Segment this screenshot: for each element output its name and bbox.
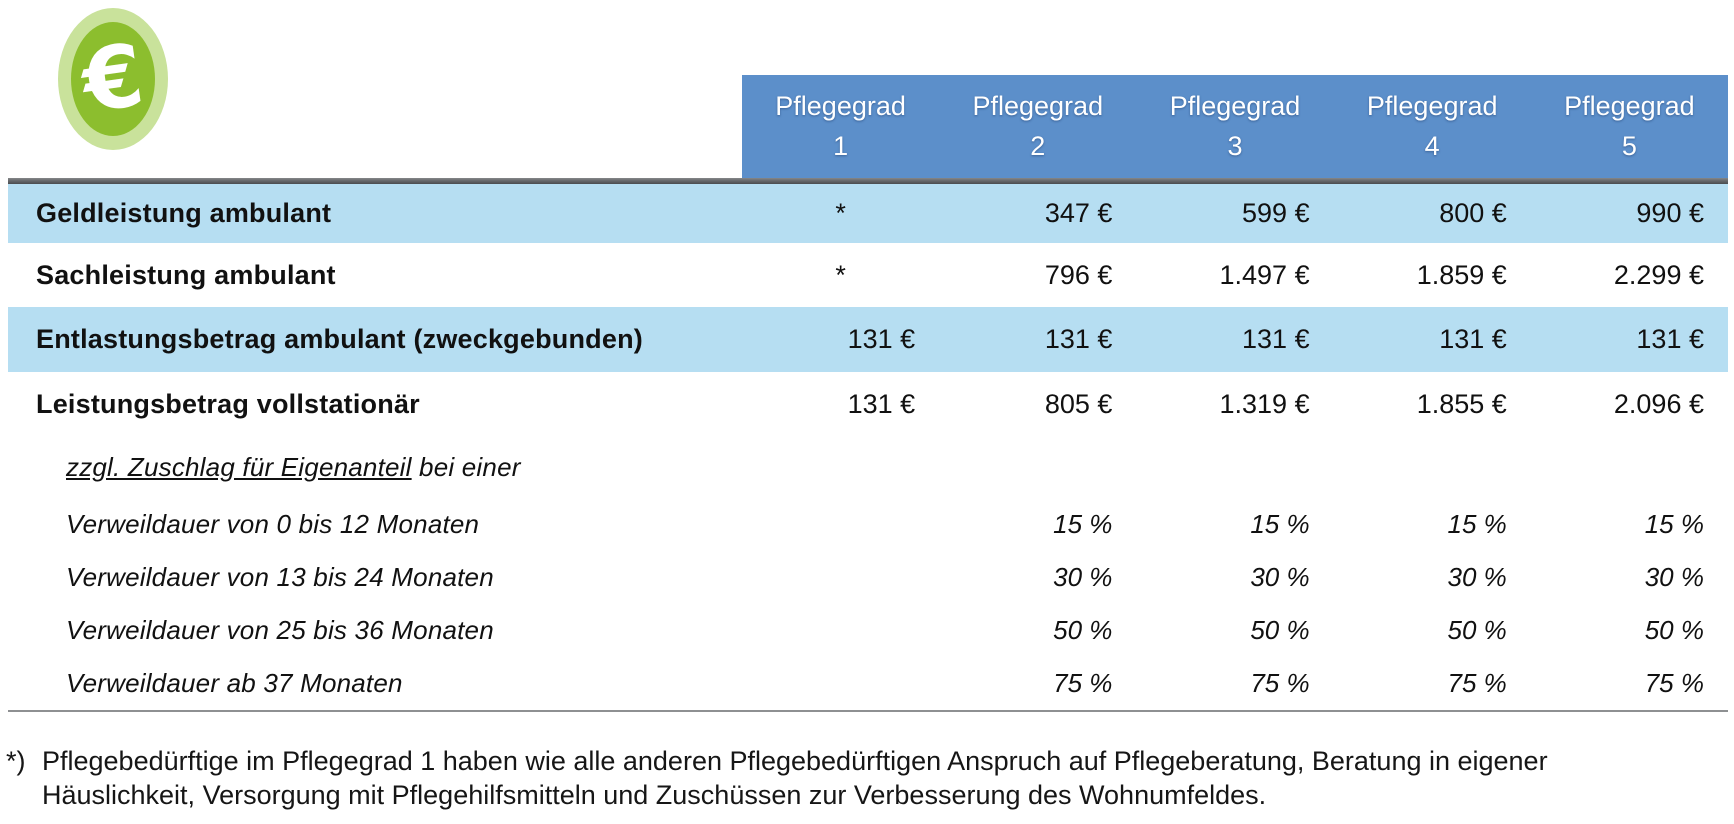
- header-cell-pflegegrad-2: Pflegegrad 2: [939, 75, 1136, 178]
- pflegegrad-label: Pflegegrad: [775, 91, 906, 121]
- table-column-header: Pflegegrad 1 Pflegegrad 2 Pflegegrad 3 P…: [742, 75, 1728, 178]
- row-label: Sachleistung ambulant: [36, 259, 336, 290]
- value-cell: 347 €: [1044, 198, 1113, 228]
- footnote-text: Pflegebedürftige im Pflegegrad 1 haben w…: [42, 744, 1686, 812]
- value-cell: 30 %: [1250, 562, 1310, 592]
- value-cell: 2.096 €: [1613, 389, 1704, 419]
- value-cell: 75 %: [1447, 668, 1507, 698]
- value-cell: 599 €: [1242, 198, 1310, 228]
- value-cell: 1.855 €: [1416, 389, 1507, 419]
- grade-number: 4: [1424, 131, 1440, 161]
- value-cell: 990 €: [1636, 198, 1704, 228]
- table-row-verweildauer-0-12: Verweildauer von 0 bis 12 Monaten 15 % 1…: [8, 498, 1728, 551]
- value-cell: *: [835, 198, 846, 228]
- value-cell: 15 %: [1447, 509, 1507, 539]
- header-cell-pflegegrad-3: Pflegegrad 3: [1136, 75, 1333, 178]
- table-row-sachleistung: Sachleistung ambulant * 796 € 1.497 € 1.…: [8, 243, 1728, 307]
- table-row-verweildauer-ab-37: Verweildauer ab 37 Monaten 75 % 75 % 75 …: [8, 657, 1728, 710]
- value-cell: 15 %: [1250, 509, 1310, 539]
- value-cell: 800 €: [1439, 198, 1507, 228]
- row-label: zzgl. Zuschlag für Eigenanteil bei einer: [8, 452, 742, 483]
- value-cell: 131 €: [1242, 324, 1310, 354]
- row-label: Verweildauer von 25 bis 36 Monaten: [66, 615, 494, 645]
- value-cell: *: [835, 259, 846, 290]
- row-label-underlined: zzgl. Zuschlag für Eigenanteil: [66, 452, 412, 482]
- value-cell: 805 €: [1044, 389, 1113, 419]
- table-row-entlastungsbetrag: Entlastungsbetrag ambulant (zweckgebunde…: [8, 307, 1728, 372]
- value-cell: 131 €: [847, 324, 916, 354]
- footnote-line-2: Häuslichkeit, Versorgung mit Pflegehilfs…: [42, 780, 1267, 810]
- value-cell: 131 €: [1044, 324, 1113, 354]
- value-cell: 30 %: [1053, 562, 1113, 592]
- value-cell: 75 %: [1644, 668, 1704, 698]
- table-row-zuschlag-header: zzgl. Zuschlag für Eigenanteil bei einer: [8, 437, 1728, 498]
- value-cell: 50 %: [1447, 615, 1507, 645]
- value-cell: 131 €: [847, 389, 916, 419]
- header-cell-pflegegrad-5: Pflegegrad 5: [1531, 75, 1728, 178]
- value-cell: 131 €: [1439, 324, 1507, 354]
- benefits-table: Geldleistung ambulant * 347 € 599 € 800 …: [8, 178, 1728, 712]
- row-label: Entlastungsbetrag ambulant (zweckgebunde…: [36, 324, 643, 354]
- grade-number: 2: [1030, 131, 1046, 161]
- value-cell: 1.319 €: [1219, 389, 1310, 419]
- header-cell-pflegegrad-1: Pflegegrad 1: [742, 75, 939, 178]
- row-label: Leistungsbetrag vollstationär: [36, 389, 420, 419]
- euro-icon-inner-circle: €: [71, 22, 155, 136]
- footnote-line-1: Pflegebedürftige im Pflegegrad 1 haben w…: [42, 746, 1548, 776]
- value-cell: 131 €: [1636, 324, 1704, 354]
- footnote: *) Pflegebedürftige im Pflegegrad 1 habe…: [6, 744, 1686, 812]
- footnote-marker: *): [6, 746, 26, 776]
- grade-number: 5: [1621, 131, 1637, 161]
- euro-icon: €: [58, 8, 168, 150]
- grade-number: 3: [1227, 131, 1243, 161]
- value-cell: 30 %: [1447, 562, 1507, 592]
- value-cell: 75 %: [1250, 668, 1310, 698]
- table-row-leistungsbetrag: Leistungsbetrag vollstationär 131 € 805 …: [8, 372, 1728, 437]
- table-bottom-rule: [8, 710, 1728, 712]
- euro-symbol: €: [76, 25, 150, 133]
- value-cell: 50 %: [1644, 615, 1704, 645]
- pflegegrad-label: Pflegegrad: [972, 91, 1104, 121]
- row-label: Verweildauer ab 37 Monaten: [66, 668, 403, 698]
- header-cell-pflegegrad-4: Pflegegrad 4: [1334, 75, 1531, 178]
- value-cell: 50 %: [1250, 615, 1310, 645]
- value-cell: 15 %: [1644, 509, 1704, 539]
- pflegegrad-label: Pflegegrad: [1564, 91, 1695, 121]
- value-cell: 1.859 €: [1416, 259, 1507, 290]
- grade-number: 1: [833, 131, 849, 161]
- row-label: Verweildauer von 0 bis 12 Monaten: [66, 509, 480, 539]
- pflegegrad-label: Pflegegrad: [1366, 91, 1498, 121]
- value-cell: 30 %: [1644, 562, 1704, 592]
- value-cell: 15 %: [1053, 509, 1113, 539]
- row-label: Geldleistung ambulant: [36, 198, 332, 228]
- row-label: Verweildauer von 13 bis 24 Monaten: [66, 562, 494, 592]
- value-cell: 796 €: [1044, 259, 1113, 290]
- pflegegrad-label: Pflegegrad: [1169, 91, 1301, 121]
- table-row-verweildauer-25-36: Verweildauer von 25 bis 36 Monaten 50 % …: [8, 604, 1728, 657]
- value-cell: 50 %: [1053, 615, 1113, 645]
- table-row-verweildauer-13-24: Verweildauer von 13 bis 24 Monaten 30 % …: [8, 551, 1728, 604]
- value-cell: 1.497 €: [1219, 259, 1310, 290]
- value-cell: 2.299 €: [1613, 259, 1704, 290]
- table-row-geldleistung: Geldleistung ambulant * 347 € 599 € 800 …: [8, 184, 1728, 243]
- table-top-rule: [8, 178, 1728, 184]
- row-label-rest: bei einer: [411, 452, 521, 482]
- value-cell: 75 %: [1053, 668, 1113, 698]
